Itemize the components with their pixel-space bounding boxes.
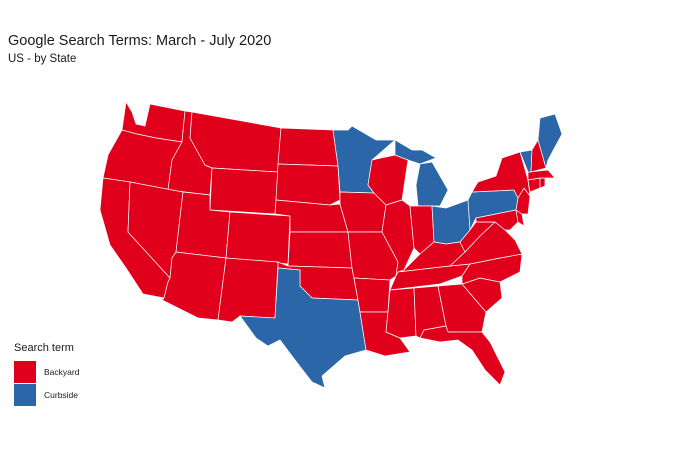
state-texas — [239, 267, 367, 389]
state-mississippi — [385, 287, 417, 339]
state-montana — [189, 111, 282, 173]
state-new-mexico — [217, 257, 279, 323]
map-title: Google Search Terms: March - July 2020 — [8, 33, 272, 49]
legend-item-curbside: Curbside — [14, 383, 79, 406]
legend-swatch-curbside — [14, 383, 36, 406]
legend-item-backyard: Backyard — [14, 360, 79, 383]
state-wyoming — [209, 167, 279, 215]
state-michigan-upper — [394, 139, 437, 165]
state-south-dakota — [275, 163, 341, 206]
state-north-dakota — [277, 127, 339, 167]
legend-label-backyard: Backyard — [44, 366, 80, 377]
legend-title: Search term — [14, 342, 74, 354]
state-massachusetts — [527, 169, 556, 181]
state-arkansas — [353, 277, 391, 313]
state-rhode-island — [539, 177, 546, 189]
legend-swatch-backyard — [14, 360, 36, 383]
legend-label-curbside: Curbside — [44, 389, 79, 400]
state-florida — [419, 325, 506, 386]
state-colorado — [225, 211, 291, 265]
state-arizona — [161, 251, 227, 321]
state-michigan-lower — [415, 161, 449, 207]
state-kansas — [287, 231, 353, 269]
state-connecticut — [527, 177, 541, 193]
map-subtitle: US - by State — [8, 53, 77, 65]
legend: Search term Backyard Curbside — [14, 342, 79, 406]
state-maine — [537, 113, 563, 169]
